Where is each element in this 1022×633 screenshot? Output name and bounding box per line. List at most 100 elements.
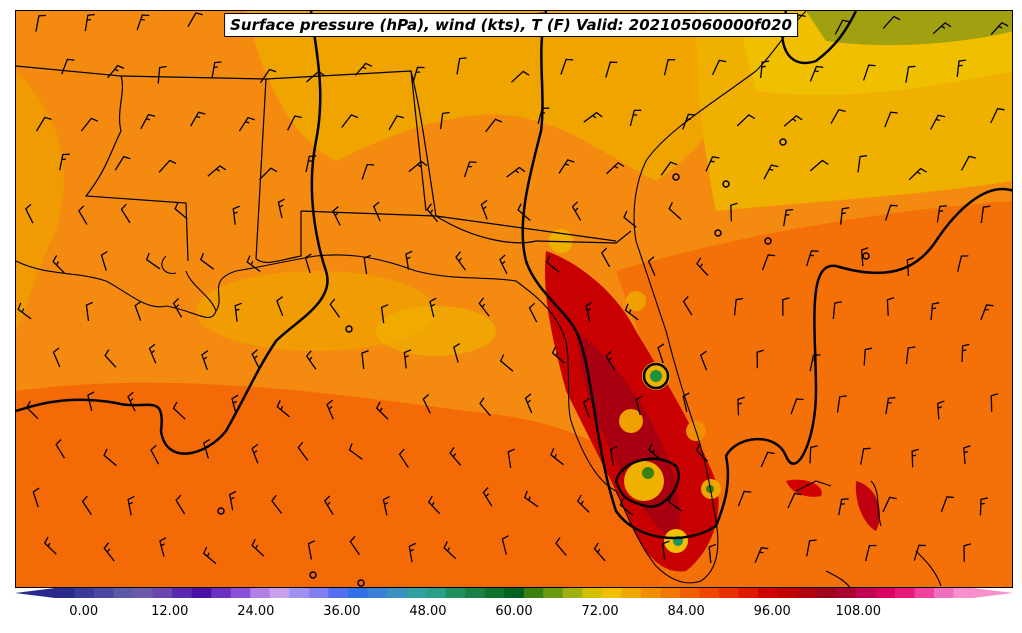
- wind-barb: [305, 155, 317, 173]
- convective-cells: [549, 229, 721, 553]
- wind-barb: [809, 65, 824, 82]
- wind-barb: [783, 114, 803, 127]
- colorbar-extend-high: [973, 588, 1013, 598]
- wind-barb: [499, 254, 508, 275]
- wind-barb: [159, 537, 167, 557]
- wind-barb: [682, 113, 696, 130]
- wind-barb: [59, 153, 70, 171]
- state-borders: [16, 65, 632, 264]
- colorbar-segment: [406, 588, 427, 598]
- wind-barb: [932, 22, 952, 35]
- wind-barb: [341, 114, 359, 128]
- north-cool-band: [246, 11, 776, 181]
- wind-barb: [990, 107, 1005, 124]
- colorbar-segment: [562, 588, 583, 598]
- wind-barb: [885, 396, 896, 415]
- cuba-hot-spot: [786, 479, 822, 497]
- wind-barb: [276, 400, 291, 418]
- wind-barb: [606, 161, 625, 175]
- wind-barb: [809, 354, 821, 372]
- wind-barb: [905, 346, 916, 364]
- colorbar-segment: [855, 588, 876, 598]
- wind-barb: [259, 68, 277, 84]
- wind-barb: [619, 498, 634, 516]
- wind-barb: [886, 296, 895, 316]
- colorbar-extend-low: [15, 588, 55, 598]
- colorbar-segment: [894, 588, 915, 598]
- wind-barb: [52, 255, 65, 274]
- wind-barb: [127, 391, 136, 412]
- wind-barb: [234, 302, 242, 322]
- wind-barb: [388, 115, 404, 131]
- wind-barb: [81, 495, 92, 516]
- wind-barb: [583, 111, 603, 123]
- coastline: [16, 11, 942, 587]
- colorbar-tick-label: 96.00: [753, 604, 791, 619]
- wind-barb: [506, 166, 526, 178]
- wind-barb: [297, 441, 309, 461]
- wind-barb: [537, 107, 550, 124]
- wind-barb: [695, 443, 709, 462]
- colorbar-tick-label: 0.00: [69, 604, 99, 619]
- wind-barb: [408, 160, 428, 173]
- wind-barb: [326, 399, 334, 420]
- wind-barb: [408, 542, 416, 563]
- wind-barb: [107, 64, 125, 79]
- colorbar-segment: [269, 588, 290, 598]
- wind-barb: [708, 543, 716, 564]
- wind-barb: [443, 541, 457, 560]
- wind-barb: [449, 447, 462, 466]
- colorbar-segment: [523, 588, 544, 598]
- colorbar-segment: [328, 588, 349, 598]
- wind-barb: [696, 257, 709, 276]
- wind-barb: [453, 343, 461, 363]
- wind-barb: [103, 542, 115, 562]
- colorbar-segment: [582, 588, 603, 598]
- wind-barb: [629, 109, 642, 127]
- wind-barb: [35, 14, 46, 32]
- wind-barb: [840, 207, 850, 225]
- wind-barb: [836, 395, 847, 413]
- wind-barb: [100, 250, 108, 271]
- wind-barb: [190, 111, 206, 127]
- colorbar-tick-label: 12.00: [151, 604, 189, 619]
- wind-barb: [136, 14, 150, 31]
- wind-barb: [238, 116, 255, 132]
- wind-barb: [834, 19, 850, 35]
- wind-barb: [756, 349, 764, 369]
- wind-barb: [277, 198, 285, 219]
- colorbar-segment: [914, 588, 935, 598]
- wind-barb: [271, 494, 283, 514]
- wind-barb: [174, 202, 188, 220]
- wind-barb: [463, 161, 477, 178]
- wind-barb: [382, 495, 390, 516]
- wind-barb: [524, 393, 533, 414]
- wind-barb: [980, 205, 991, 224]
- colorbar-tick-label: 48.00: [409, 604, 447, 619]
- wind-barb: [510, 70, 530, 83]
- wind-barb: [175, 494, 186, 515]
- wind-barb: [668, 202, 682, 220]
- wind-barb: [61, 58, 75, 75]
- wind-barb: [884, 111, 898, 128]
- wind-barb: [398, 448, 409, 468]
- wind-barb: [259, 167, 278, 180]
- wind-barb: [754, 546, 769, 563]
- wind-barb: [211, 61, 222, 79]
- wind-barb: [517, 203, 531, 221]
- wind-barb: [648, 443, 662, 461]
- wind-barb: [857, 155, 868, 173]
- wind-barb: [55, 439, 66, 459]
- wind-barb: [501, 535, 509, 555]
- wind-barb: [790, 398, 804, 415]
- wind-barb: [911, 448, 919, 468]
- wind-barb: [884, 204, 898, 221]
- colorbar-segment: [758, 588, 779, 598]
- wind-barb: [860, 447, 871, 465]
- wind-barb: [787, 492, 802, 509]
- colorbar-segment: [601, 588, 622, 598]
- wind-barb: [201, 350, 209, 371]
- colorbar-tick-label: 24.00: [237, 604, 275, 619]
- wind-barb: [913, 544, 926, 561]
- wind-barb: [585, 302, 593, 322]
